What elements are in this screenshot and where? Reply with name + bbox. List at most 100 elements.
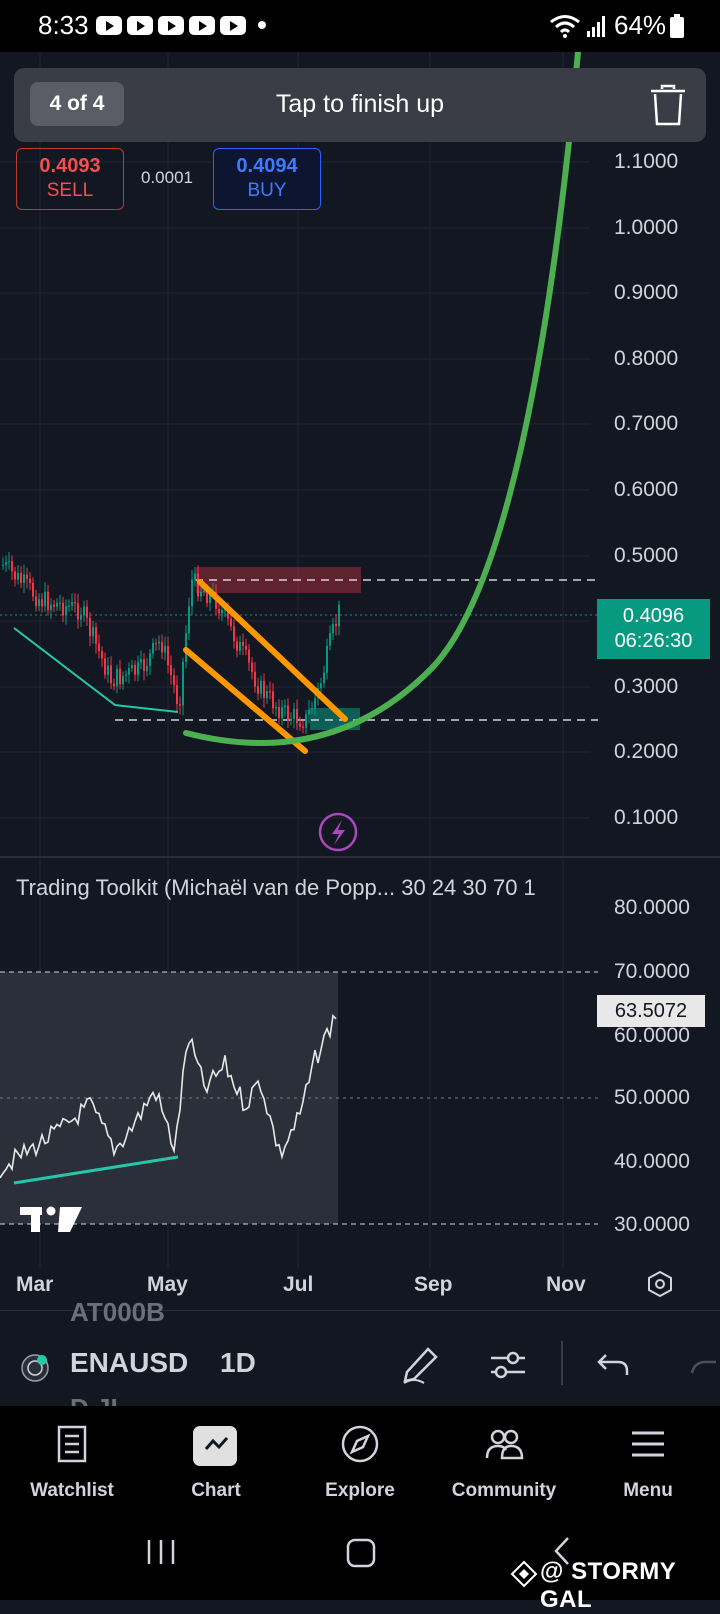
buy-label: BUY (247, 180, 287, 201)
nav-explore[interactable]: Explore (288, 1406, 432, 1510)
home-icon[interactable] (346, 1538, 376, 1568)
candle-body (239, 641, 241, 651)
symbol-name[interactable]: ENAUSD (70, 1347, 188, 1378)
interval-selector[interactable]: 1D (220, 1347, 256, 1378)
candle-countdown: 06:26:30 (614, 630, 693, 652)
channel-upper-line (197, 579, 348, 722)
youtube-icon (96, 16, 122, 35)
nav-chart[interactable]: Chart (144, 1406, 288, 1510)
candle-body (11, 561, 13, 572)
sell-label: SELL (46, 180, 94, 201)
price-axis-label: 1.0000 (614, 216, 679, 239)
candle-body (305, 714, 307, 728)
projection-curve (183, 52, 581, 746)
watermark-text: @ STORMY GAL (540, 1558, 676, 1613)
candle-body (230, 618, 232, 627)
indicator-axis-label: 50.0000 (614, 1086, 690, 1109)
candle-body (227, 608, 229, 619)
back-icon[interactable] (552, 1536, 572, 1566)
candle-body (284, 705, 286, 708)
price-axis-label: 0.1000 (614, 806, 679, 829)
nav-chart-highlight (193, 1426, 237, 1466)
candle-body (278, 706, 280, 719)
candle-body (128, 668, 130, 675)
candle-body (242, 641, 244, 646)
sliders-icon[interactable] (488, 1345, 528, 1385)
finish-up-toast[interactable]: 4 of 4 Tap to finish up (14, 68, 706, 142)
indicator-value-tag: 63.5072 (597, 995, 705, 1027)
candle-body (5, 562, 7, 565)
candle-body (272, 691, 274, 709)
nav-community[interactable]: Community (432, 1406, 576, 1510)
candle-body (17, 572, 19, 580)
price-axis-label: 0.6000 (614, 478, 679, 501)
candle-body (266, 691, 268, 698)
price-axis-label: 0.9000 (614, 281, 679, 304)
candle-body (329, 633, 331, 646)
candle-body (110, 665, 112, 684)
indicator-axis-label: 80.0000 (614, 896, 690, 919)
sell-price: 0.4093 (39, 155, 101, 177)
candle-body (2, 564, 4, 566)
candle-body (236, 641, 238, 651)
sell-button[interactable]: 0.4093 SELL (16, 148, 124, 210)
youtube-icon (220, 16, 246, 35)
wifi-icon (550, 15, 580, 38)
chart-toolbar: AT000B ENAUSD D.JI 1D (0, 1297, 720, 1423)
indicator-axis-label: 70.0000 (614, 960, 690, 983)
candle-body (23, 574, 25, 583)
candle-body (38, 599, 40, 607)
time-axis-label: Nov (546, 1273, 586, 1296)
candle-body (95, 627, 97, 644)
candle-body (50, 604, 52, 611)
candle-body (107, 665, 109, 675)
candle-body (254, 671, 256, 687)
pencil-icon[interactable] (400, 1345, 440, 1385)
rsi-trendline (13, 1155, 179, 1185)
candle-body (287, 705, 289, 721)
candle-body (86, 606, 88, 618)
redo-icon[interactable] (690, 1345, 720, 1385)
buy-button[interactable]: 0.4094 BUY (213, 148, 321, 210)
price-axis-label: 0.5000 (614, 544, 679, 567)
indicator-chart[interactable] (0, 858, 720, 1268)
candle-body (14, 571, 16, 580)
candle-body (191, 579, 193, 607)
candle-body (290, 718, 292, 721)
candle-body (206, 591, 208, 603)
candle-body (101, 651, 103, 659)
candle-body (59, 602, 61, 604)
nav-label: Community (451, 1480, 557, 1501)
toolbar-separator (561, 1341, 563, 1385)
candle-body (314, 698, 316, 709)
candle-body (152, 642, 154, 654)
candle-body (338, 604, 340, 627)
candle-body (65, 606, 67, 616)
indicator-axis-label: 60.0000 (614, 1024, 690, 1047)
candle-body (197, 573, 199, 597)
candle-body (113, 683, 115, 687)
trash-icon[interactable] (648, 84, 688, 126)
bottom-navigation: Watchlist Chart Explore Community Menu (0, 1406, 720, 1510)
signal-icon (587, 16, 605, 37)
toast-message[interactable]: Tap to finish up (275, 90, 445, 118)
undo-icon[interactable] (594, 1345, 634, 1385)
candle-body (32, 583, 34, 597)
candle-body (83, 606, 85, 616)
candle-body (293, 709, 295, 719)
panel-divider[interactable] (0, 856, 720, 858)
candle-body (104, 658, 106, 675)
recents-icon[interactable] (146, 1538, 176, 1566)
candle-body (173, 675, 175, 686)
nav-menu[interactable]: Menu (576, 1406, 720, 1510)
settings-icon[interactable] (646, 1270, 674, 1298)
price-chart[interactable] (0, 52, 720, 857)
candle-body (164, 646, 166, 653)
indicator-title[interactable]: Trading Toolkit (Michaël van de Popp... … (16, 875, 536, 900)
candle-body (62, 602, 64, 616)
nav-watchlist[interactable]: Watchlist (0, 1406, 144, 1510)
candle-body (146, 665, 148, 671)
candle-body (182, 662, 184, 706)
candle-body (179, 704, 181, 706)
candle-body (326, 645, 328, 673)
